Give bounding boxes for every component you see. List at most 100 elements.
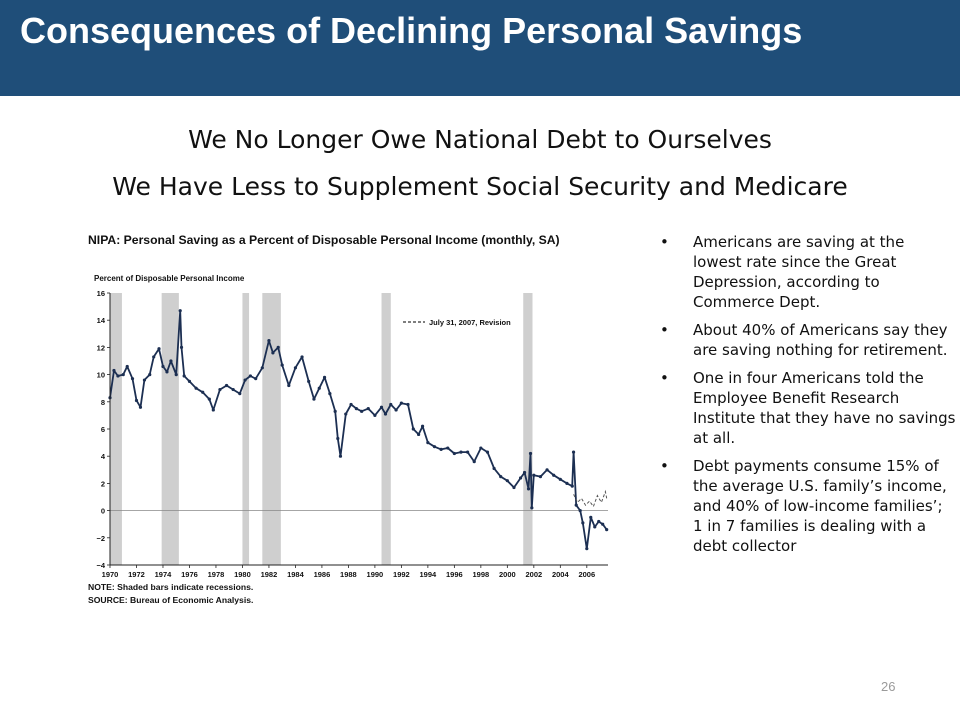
saving-rate-point (169, 359, 173, 363)
y-tick-label: 12 (97, 343, 105, 352)
x-tick-label: 2000 (499, 570, 516, 579)
saving-rate-point (333, 409, 337, 413)
saving-rate-point (570, 484, 574, 488)
bullet-item: • One in four Americans told the Employee… (660, 368, 956, 448)
chart-series-group (108, 309, 609, 551)
saving-rate-point (194, 386, 198, 390)
saving-rate-point (130, 377, 135, 381)
saving-rate-point (373, 413, 377, 417)
chart-title: NIPA: Personal Saving as a Percent of Di… (88, 233, 560, 247)
x-tick-label: 1974 (155, 570, 173, 579)
saving-rate-point (581, 521, 585, 525)
bullet-text: Americans are saving at the lowest rate … (693, 233, 905, 311)
saving-rate-point (142, 378, 147, 382)
saving-rate-point (574, 503, 578, 507)
x-tick-label: 1980 (234, 570, 251, 579)
y-tick-label: −4 (96, 561, 105, 570)
chart-note: NOTE: Shaded bars indicate recessions. (88, 582, 253, 592)
bullet-text: Debt payments consume 15% of the average… (693, 457, 947, 555)
saving-rate-point (116, 374, 120, 378)
recession-bar (110, 293, 122, 565)
recession-bar (262, 293, 281, 565)
bullet-text: About 40% of Americans say they are savi… (693, 321, 948, 359)
recession-bars (110, 293, 533, 565)
saving-rate-point (224, 383, 229, 388)
y-tick-label: 2 (101, 479, 105, 488)
y-tick-label: 4 (101, 452, 106, 461)
saving-rate-point (459, 450, 463, 454)
bullet-item: • About 40% of Americans say they are sav… (660, 320, 956, 360)
saving-rate-point (280, 363, 284, 367)
saving-rate-point (254, 377, 258, 381)
saving-rate-point (260, 366, 264, 370)
saving-rate-point (538, 475, 543, 479)
saving-rate-point (593, 525, 597, 529)
saving-rate-point (394, 408, 398, 412)
bullet-marker: • (660, 321, 669, 339)
saving-rate-point (383, 412, 388, 416)
subtitle-line-1: We No Longer Owe National Debt to Oursel… (188, 125, 772, 154)
x-tick-label: 1994 (420, 570, 438, 579)
chart-legend: July 31, 2007, Revision (403, 318, 511, 327)
saving-rate-point (545, 468, 549, 472)
recession-bar (242, 293, 250, 565)
recession-bar (161, 293, 179, 565)
saving-rate-point (571, 450, 576, 454)
x-tick-label: 1988 (340, 570, 357, 579)
saving-rate-point (522, 470, 527, 475)
saving-rate-point (178, 309, 182, 313)
x-tick-label: 1976 (181, 570, 198, 579)
saving-rate-point (187, 379, 192, 383)
chart-canvas: NIPA: Personal Saving as a Percent of Di… (88, 233, 609, 605)
saving-rate-point (165, 370, 169, 374)
saving-rate-point (585, 547, 589, 551)
bullet-marker: • (660, 233, 669, 251)
saving-rate-point (238, 392, 242, 396)
saving-rate-point (578, 509, 582, 513)
saving-rate-point (472, 460, 476, 464)
saving-rate-point (157, 347, 161, 351)
saving-rate-point (267, 339, 271, 343)
saving-rate-point (207, 397, 211, 401)
saving-rate-point (589, 515, 593, 519)
saving-rate-point (328, 392, 332, 396)
saving-rate-point (243, 378, 247, 382)
saving-rate-point (174, 373, 178, 377)
x-tick-label: 1990 (367, 570, 384, 579)
saving-rate-point (112, 368, 116, 373)
saving-rate-point (558, 477, 562, 481)
saving-rate-point (307, 379, 311, 383)
chart-y-axis-label: Percent of Disposable Personal Income (94, 274, 245, 283)
bullet-marker: • (660, 369, 669, 387)
x-tick-label: 1992 (393, 570, 410, 579)
bullet-marker: • (660, 457, 669, 475)
saving-rate-point (420, 424, 425, 428)
saving-rate-point (287, 383, 291, 388)
saving-rate-point (293, 366, 298, 370)
saving-rate-point (532, 473, 536, 477)
saving-rate-point (179, 345, 184, 349)
saving-rate-point (389, 402, 393, 407)
saving-rate-point (518, 476, 523, 480)
saving-rate-point (134, 398, 139, 403)
saving-rate-point (152, 355, 156, 359)
saving-rate-point (466, 450, 470, 454)
x-tick-label: 1986 (314, 570, 331, 579)
bullet-text: One in four Americans told the Employee … (693, 369, 956, 447)
saving-rate-point (354, 407, 358, 411)
bullet-item: • Debt payments consume 15% of the averag… (660, 456, 956, 556)
x-tick-label: 1996 (446, 570, 463, 579)
saving-rate-point (512, 485, 516, 490)
savings-chart: NIPA: Personal Saving as a Percent of Di… (88, 228, 620, 620)
saving-rate-point (360, 409, 364, 413)
saving-rate-point (344, 412, 348, 416)
saving-rate-point (138, 405, 143, 409)
x-tick-label: 1972 (128, 570, 145, 579)
y-tick-label: 10 (97, 371, 105, 380)
saving-rate-point (211, 408, 215, 412)
bullet-item: • Americans are saving at the lowest rate… (660, 232, 956, 312)
saving-rate-point (317, 386, 321, 390)
x-tick-label: 1978 (208, 570, 225, 579)
revision-series-line (573, 489, 608, 508)
saving-rate-point (399, 401, 403, 405)
